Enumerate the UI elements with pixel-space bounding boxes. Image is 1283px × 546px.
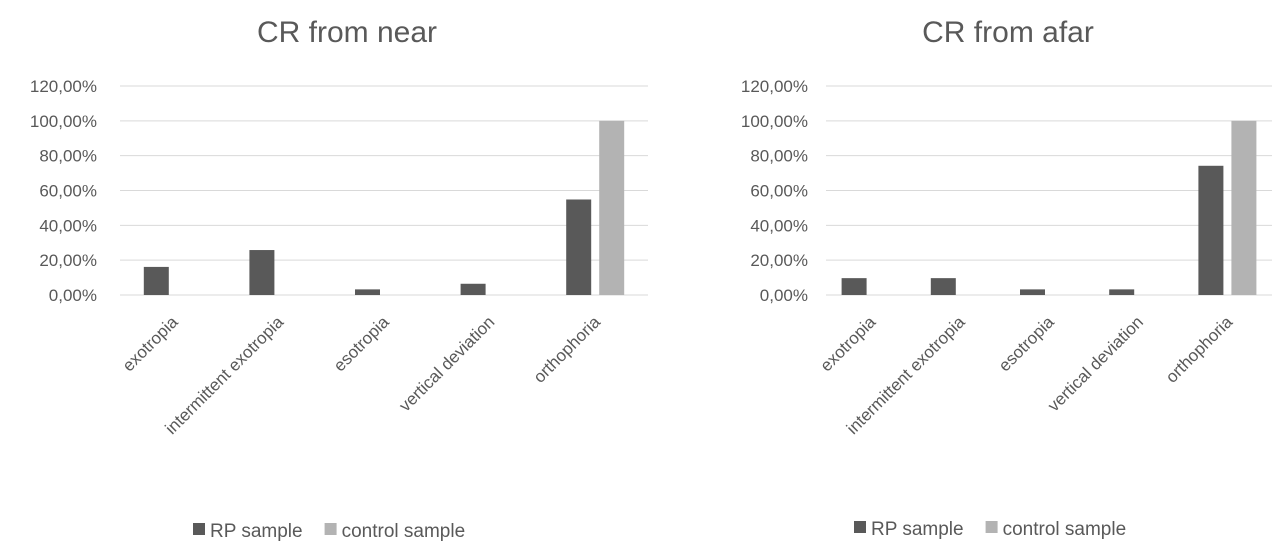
legend-swatch-control — [325, 523, 337, 535]
y-tick-label: 40,00% — [39, 216, 97, 235]
y-tick-label: 40,00% — [750, 216, 808, 235]
y-tick-label: 60,00% — [39, 182, 97, 201]
category-label: orthophoria — [1162, 312, 1237, 387]
rp-sample-bar — [461, 284, 486, 295]
y-tick-label: 20,00% — [39, 251, 97, 270]
rp-sample-bar — [1198, 166, 1223, 295]
chart-cr-from-afar: CR from afar 0,00% 20,00% 40,00% 60,00% 80,00… — [741, 16, 1272, 540]
y-tick-label: 120,00% — [741, 77, 808, 96]
rp-sample-bar — [1020, 289, 1045, 295]
legend-label: RP sample — [210, 521, 303, 542]
control-sample-bar — [1231, 121, 1256, 295]
y-tick-label: 100,00% — [30, 112, 97, 131]
rp-sample-bar — [1109, 289, 1134, 295]
category-label: vertical deviation — [395, 312, 498, 415]
rp-sample-bar — [842, 278, 867, 295]
category-label: orthophoria — [530, 312, 605, 387]
legend-swatch-rp — [193, 523, 205, 535]
legend-swatch-rp — [854, 521, 866, 533]
rp-sample-bar — [931, 278, 956, 295]
legend-swatch-control — [986, 521, 998, 533]
y-tick-label: 60,00% — [750, 182, 808, 201]
control-sample-bar — [599, 121, 624, 295]
y-tick-label: 80,00% — [39, 147, 97, 166]
y-tick-label: 0,00% — [760, 286, 808, 305]
y-tick-label: 120,00% — [30, 77, 97, 96]
rp-sample-bar — [249, 250, 274, 295]
y-tick-label: 0,00% — [49, 286, 97, 305]
category-label: esotropia — [330, 312, 393, 375]
chart-cr-from-near: CR from near 0,00% 20,00% 40,00% 60,00% 80,00… — [30, 16, 648, 542]
chart-title: CR from near — [257, 16, 437, 49]
y-tick-label: 20,00% — [750, 251, 808, 270]
y-tick-label: 80,00% — [750, 147, 808, 166]
rp-sample-bar — [144, 267, 169, 295]
category-label: vertical deviation — [1044, 312, 1147, 415]
category-label: exotropia — [817, 312, 880, 375]
category-label: exotropia — [119, 312, 182, 375]
legend-label: control sample — [342, 521, 466, 542]
legend-label: control sample — [1003, 519, 1127, 540]
legend-label: RP sample — [871, 519, 964, 540]
chart-title: CR from afar — [922, 16, 1094, 49]
category-label: intermittent exotropia — [162, 312, 288, 438]
rp-sample-bar — [566, 199, 591, 295]
rp-sample-bar — [355, 289, 380, 295]
category-label: esotropia — [995, 312, 1058, 375]
y-tick-label: 100,00% — [741, 112, 808, 131]
